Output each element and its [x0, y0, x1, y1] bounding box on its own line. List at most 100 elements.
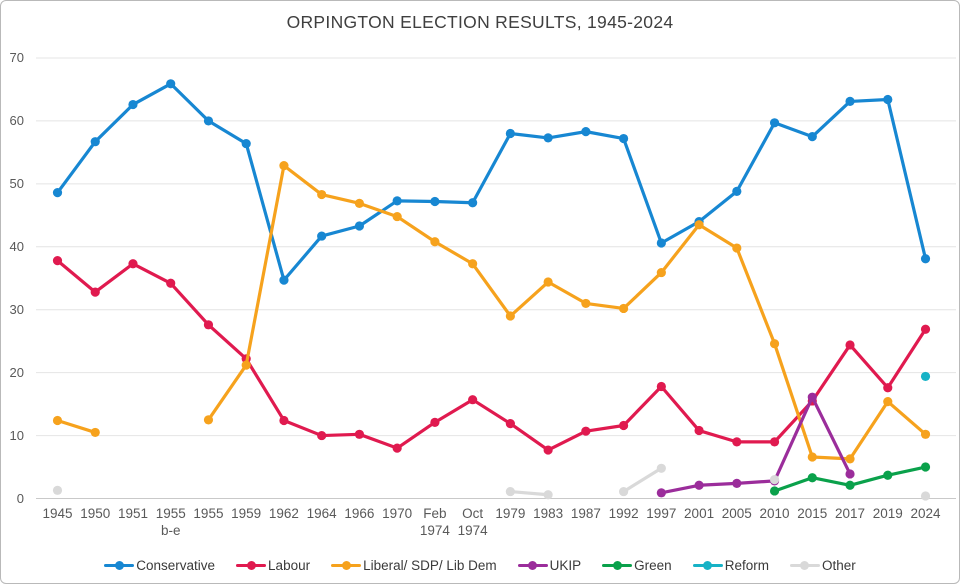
data-point [807, 452, 817, 462]
data-point [807, 132, 817, 142]
y-tick-label: 10 [9, 427, 24, 443]
legend-label: Other [821, 558, 856, 573]
data-point [769, 437, 780, 447]
data-point [543, 277, 553, 287]
data-point [619, 420, 629, 431]
data-point [279, 161, 289, 171]
data-point [468, 198, 478, 208]
data-point [52, 485, 63, 495]
y-axis: 0 10 20 30 40 50 60 70 [1, 1, 27, 583]
legend-label: Conservative [136, 558, 216, 573]
data-point [468, 259, 478, 269]
data-point [52, 415, 63, 426]
data-point [203, 116, 214, 126]
data-point [694, 425, 704, 436]
y-tick-label: 0 [16, 490, 24, 506]
data-point [279, 275, 289, 285]
series-line [55, 259, 928, 452]
legend-item: Liberal/ SDP/ Lib Dem [331, 558, 497, 573]
y-tick-label: 50 [9, 175, 24, 191]
data-point [581, 127, 591, 137]
data-point [732, 186, 742, 197]
data-point [656, 381, 666, 392]
data-point [619, 133, 629, 144]
data-point [656, 267, 666, 278]
legend-line-dot-icon [692, 561, 723, 571]
series-line [659, 395, 852, 495]
legend-line-dot-icon [331, 561, 362, 571]
legend-item: Reform [692, 558, 769, 573]
data-point [279, 415, 289, 426]
data-point [543, 490, 553, 500]
data-point [317, 189, 327, 200]
legend-item: Labour [236, 558, 310, 573]
y-tick-label: 20 [9, 364, 24, 380]
data-point [883, 470, 893, 480]
data-point [468, 395, 478, 405]
data-point [241, 138, 251, 149]
data-point [430, 237, 440, 247]
y-tick-label: 40 [9, 238, 24, 254]
data-point [920, 254, 931, 264]
data-point [732, 437, 742, 447]
data-point [543, 133, 553, 143]
data-point [769, 339, 780, 349]
data-point [845, 480, 855, 490]
legend-item: Conservative [104, 558, 215, 573]
data-point [505, 419, 515, 429]
data-point [769, 118, 780, 128]
data-point [166, 79, 176, 89]
data-point [90, 427, 100, 438]
data-point [52, 188, 63, 198]
data-point [392, 211, 402, 222]
legend-label: UKIP [549, 558, 582, 573]
data-point [430, 196, 440, 207]
data-point [203, 320, 214, 330]
data-point [883, 383, 893, 393]
data-point [920, 429, 931, 439]
legend-item: UKIP [517, 558, 582, 573]
data-point [543, 445, 553, 455]
data-point [920, 462, 931, 472]
legend-item: Green [602, 558, 672, 573]
data-point [845, 454, 855, 464]
data-point [52, 256, 63, 266]
data-point [807, 473, 817, 483]
data-point [241, 360, 251, 370]
data-point [920, 371, 931, 382]
data-point [619, 303, 629, 314]
data-point [90, 137, 100, 147]
data-point [769, 486, 780, 496]
legend-label: Liberal/ SDP/ Lib Dem [363, 558, 497, 573]
series-line [206, 164, 928, 461]
data-point [845, 469, 855, 479]
y-tick-label: 30 [9, 301, 24, 317]
legend-line-dot-icon [789, 561, 820, 571]
data-point [656, 488, 666, 498]
data-point [845, 340, 855, 350]
data-point [694, 220, 704, 230]
legend-line-dot-icon [517, 561, 548, 571]
data-point [128, 259, 138, 269]
data-point [807, 392, 817, 402]
data-point [581, 426, 591, 436]
data-point [656, 238, 666, 248]
series-line [55, 82, 928, 282]
y-tick-label: 60 [9, 112, 24, 128]
data-point [430, 417, 440, 427]
legend-label: Green [634, 558, 672, 573]
legend-label: Reform [724, 558, 769, 573]
data-point [392, 443, 402, 453]
legend-item: Other [789, 558, 856, 573]
data-point [317, 231, 327, 241]
series-line [55, 418, 97, 435]
series-line [508, 489, 550, 497]
data-point [128, 99, 138, 110]
data-point [505, 311, 515, 321]
data-point [166, 278, 176, 288]
legend-line-dot-icon [104, 561, 135, 571]
data-point [920, 491, 931, 501]
data-point [845, 96, 855, 107]
data-point [354, 429, 365, 439]
